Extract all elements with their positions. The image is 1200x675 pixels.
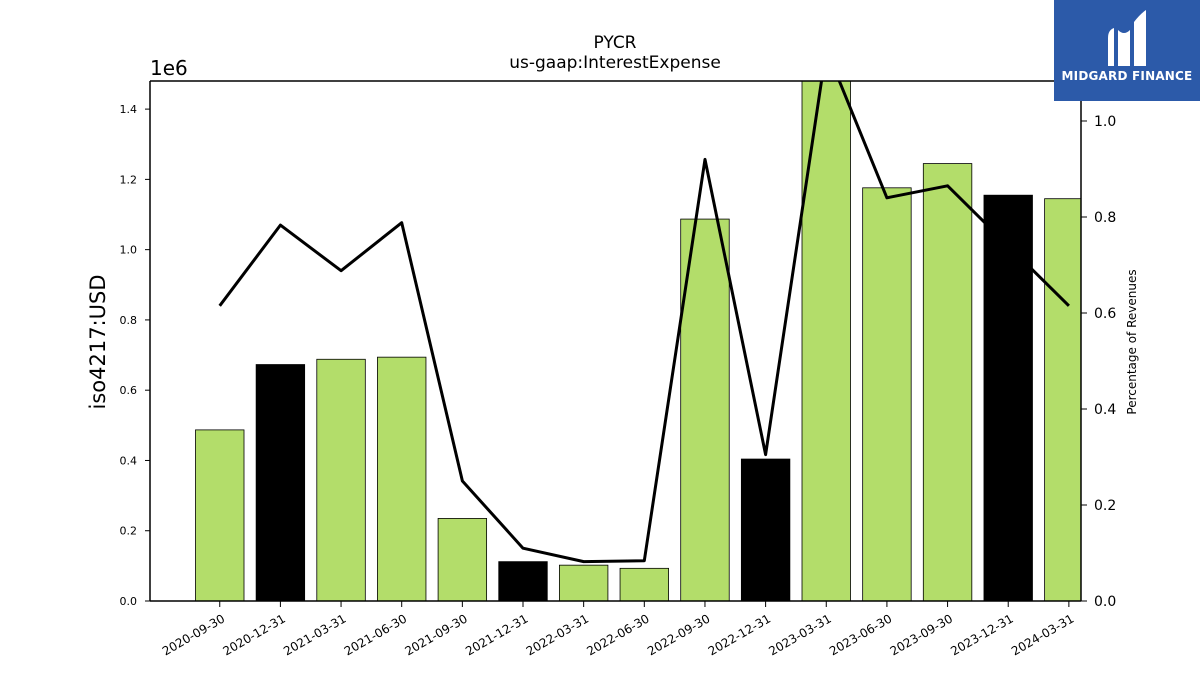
x-tick-label: 2024-03-31 xyxy=(1009,611,1076,658)
y2-tick-label: 0.0 xyxy=(1094,594,1116,610)
y-tick-label: 0.8 xyxy=(120,314,138,327)
bars-group xyxy=(195,81,1081,601)
y2-tick-label: 0.6 xyxy=(1094,306,1116,322)
bar-2021-12-31 xyxy=(498,561,548,601)
logo-text: MIDGARD FINANCE xyxy=(1061,69,1193,83)
y-offset-label: 1e6 xyxy=(150,56,188,80)
series-line xyxy=(218,81,1070,564)
x-tick-label: 2022-09-30 xyxy=(645,611,712,658)
y2-tick-label: 0.8 xyxy=(1094,210,1116,226)
y-tick-label: 1.4 xyxy=(120,103,138,116)
y-tick-label: 0.2 xyxy=(120,525,138,538)
y2-axis-label: Percentage of Revenues xyxy=(1125,269,1139,414)
x-tick-label: 2022-03-31 xyxy=(524,611,591,658)
y-axis-label: iso4217:USD xyxy=(86,274,110,409)
bar-2023-09-30 xyxy=(922,163,973,601)
bar-2022-03-31 xyxy=(558,564,609,601)
y-tick-label: 0.0 xyxy=(120,595,138,608)
x-tick-label: 2021-09-30 xyxy=(402,611,469,658)
bar-2020-09-30 xyxy=(195,429,245,601)
bar-2023-12-31 xyxy=(983,194,1033,601)
bar-2022-06-30 xyxy=(619,567,669,601)
y2-tick-label: 1.0 xyxy=(1094,114,1116,130)
x-tick-label: 2021-12-31 xyxy=(463,611,530,658)
y-tick-label: 1.0 xyxy=(120,244,138,257)
x-tick-label: 2023-06-30 xyxy=(827,611,894,658)
bar-2023-06-30 xyxy=(862,187,912,601)
chart-subtitle: us-gaap:InterestExpense xyxy=(509,53,721,73)
y-tick-label: 0.6 xyxy=(120,384,138,397)
x-tick-label: 2022-12-31 xyxy=(706,611,773,658)
bar-2021-09-30 xyxy=(437,518,488,601)
x-tick-label: 2021-03-31 xyxy=(281,611,348,658)
y-tick-label: 0.4 xyxy=(120,454,138,467)
bar-2021-03-31 xyxy=(316,358,366,601)
y2-tick-label: 0.4 xyxy=(1094,402,1116,418)
midgard-finance-logo: MIDGARD FINANCE xyxy=(1054,0,1200,101)
logo-mark-icon xyxy=(1108,10,1146,66)
bar-2022-12-31 xyxy=(740,458,791,601)
x-tick-label: 2023-03-31 xyxy=(766,611,833,658)
bar-2022-09-30 xyxy=(680,218,730,601)
bar-2021-06-30 xyxy=(377,356,427,601)
bar-2024-03-31 xyxy=(1044,198,1081,601)
y-tick-label: 1.2 xyxy=(120,173,138,186)
bar-2023-03-31 xyxy=(801,81,851,601)
x-tick-label: 2021-06-30 xyxy=(342,611,409,658)
line-group xyxy=(218,81,1070,564)
x-tick-label: 2023-12-31 xyxy=(948,611,1015,658)
x-tick-label: 2020-12-31 xyxy=(220,611,287,658)
y2-tick-label: 0.2 xyxy=(1094,498,1116,514)
bar-2020-12-31 xyxy=(255,364,306,601)
x-tick-label: 2020-09-30 xyxy=(160,611,227,658)
chart-title: PYCR xyxy=(593,33,636,53)
x-tick-label: 2022-06-30 xyxy=(584,611,651,658)
x-tick-label: 2023-09-30 xyxy=(888,611,955,658)
